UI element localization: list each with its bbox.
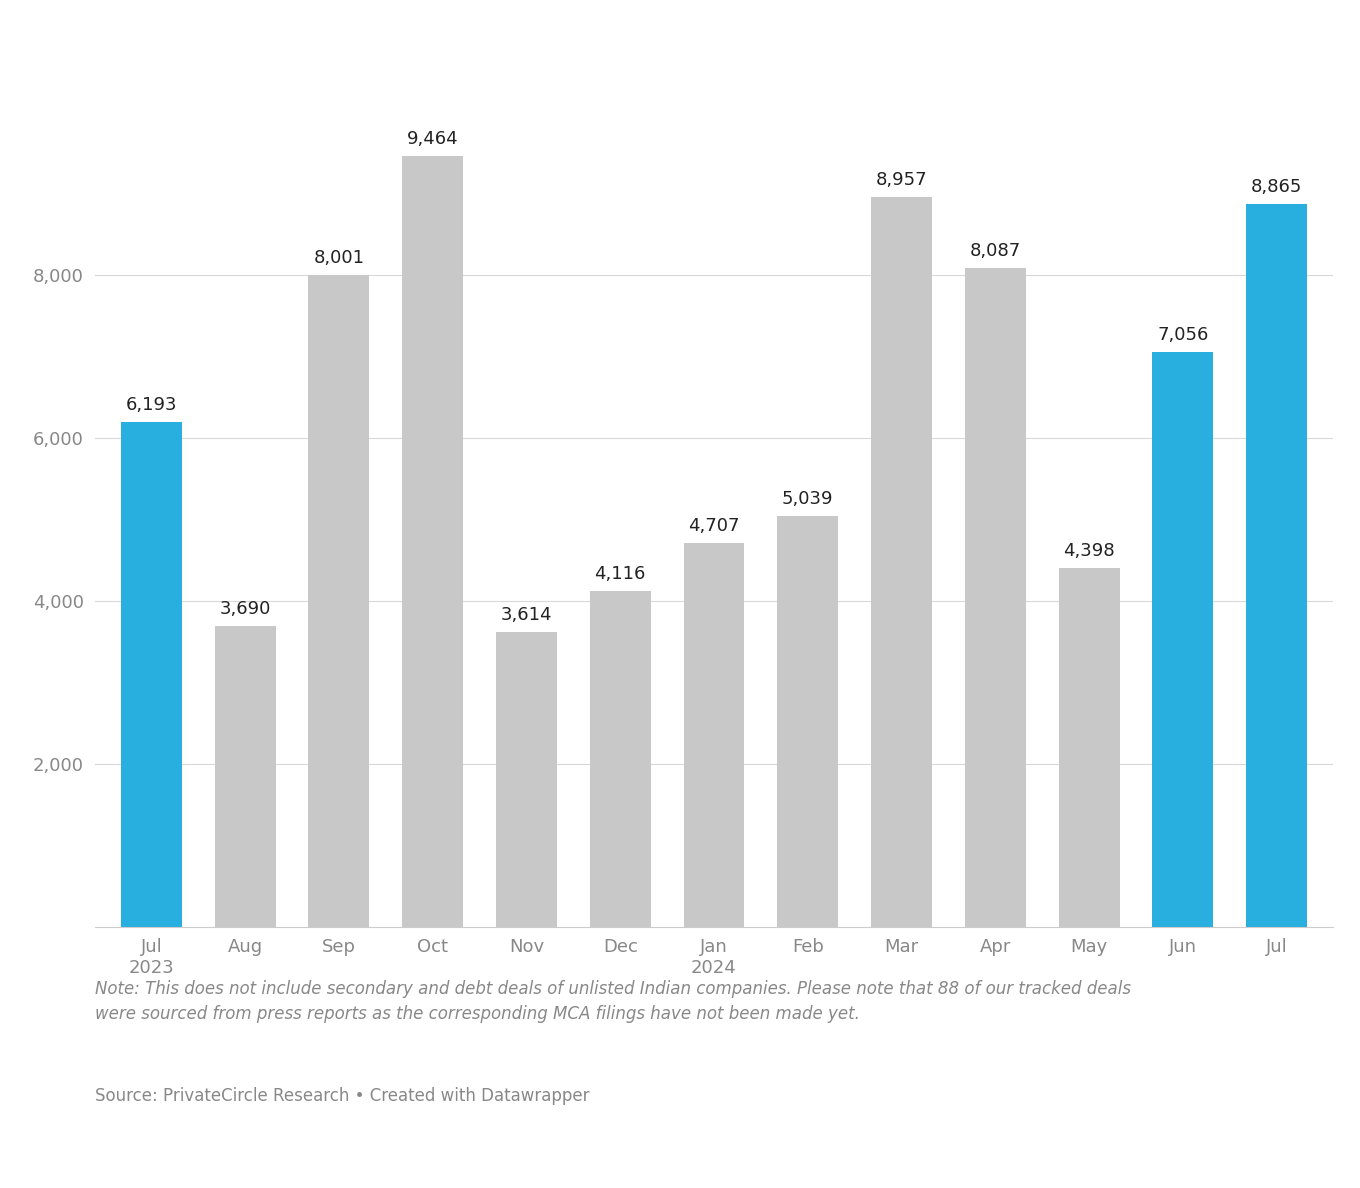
Text: 9,464: 9,464 (407, 129, 458, 147)
Bar (964, 267, 1025, 927)
Bar (1058, 568, 1119, 927)
Text: 3,614: 3,614 (500, 606, 552, 624)
Text: 8,087: 8,087 (970, 241, 1021, 260)
Text: 4,116: 4,116 (594, 565, 646, 583)
Text: 6,193: 6,193 (125, 396, 177, 413)
Text: 5,039: 5,039 (782, 489, 834, 508)
Text: Note: This does not include secondary and debt deals of unlisted Indian companie: Note: This does not include secondary an… (95, 980, 1132, 1023)
Bar (870, 197, 932, 927)
Bar (778, 516, 838, 927)
Text: Source: PrivateCircle Research • Created with Datawrapper: Source: PrivateCircle Research • Created… (95, 1087, 590, 1105)
Bar (403, 156, 464, 927)
Bar (590, 592, 650, 927)
Bar (496, 632, 558, 927)
Bar (121, 422, 182, 927)
Bar (1152, 352, 1213, 927)
Text: 4,707: 4,707 (688, 517, 740, 535)
Text: 8,001: 8,001 (313, 248, 364, 267)
Text: 3,690: 3,690 (219, 600, 271, 618)
Bar (684, 543, 744, 927)
Bar (215, 626, 276, 927)
Text: 8,957: 8,957 (876, 171, 928, 189)
Bar (1246, 204, 1307, 927)
Text: 8,865: 8,865 (1251, 178, 1303, 196)
Text: 7,056: 7,056 (1157, 326, 1209, 343)
Text: 4,398: 4,398 (1064, 542, 1115, 561)
Bar (309, 274, 370, 927)
